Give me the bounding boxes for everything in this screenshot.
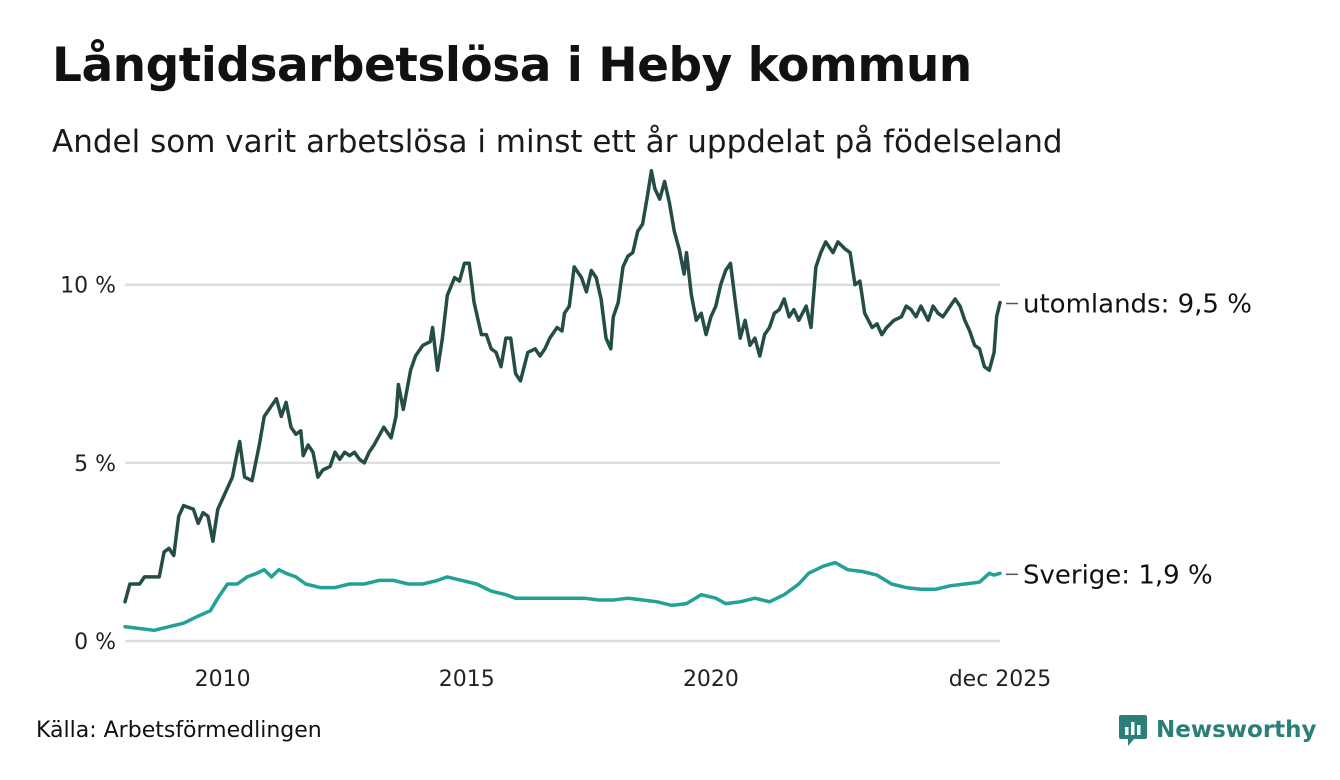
series-end-labels: utomlands: 9,5 % Sverige: 1,9 % xyxy=(1006,290,1252,590)
series-end-label: utomlands: 9,5 % xyxy=(1023,290,1252,320)
line-chart: 0 % 5 % 10 % 2010 2015 2020 dec 2025 utomland… xyxy=(60,168,1252,692)
y-axis-ticks: 0 % 5 % 10 % xyxy=(60,274,116,655)
series-line-utomlands xyxy=(123,168,1002,604)
x-tick-label: 2015 xyxy=(439,667,495,692)
x-tick-label: 2010 xyxy=(195,667,251,692)
x-tick-label: 2020 xyxy=(683,667,739,692)
y-tick-label: 10 % xyxy=(60,274,116,299)
y-tick-label: 0 % xyxy=(74,630,116,655)
x-tick-label: dec 2025 xyxy=(949,667,1052,692)
brand-name: Newsworthy xyxy=(1156,717,1317,743)
y-tick-label: 5 % xyxy=(74,452,116,477)
chart-title: Långtidsarbetslösa i Heby kommun xyxy=(52,38,972,93)
series-line-sverige xyxy=(123,560,1002,633)
source-note: Källa: Arbetsförmedlingen xyxy=(36,718,322,743)
series-lines xyxy=(123,168,1002,633)
newsworthy-icon xyxy=(1119,715,1147,746)
series-end-label: Sverige: 1,9 % xyxy=(1023,560,1213,590)
newsworthy-logo[interactable]: Newsworthy xyxy=(1118,713,1317,747)
chart-subtitle: Andel som varit arbetslösa i minst ett å… xyxy=(52,124,1063,160)
x-axis-ticks: 2010 2015 2020 dec 2025 xyxy=(195,667,1052,692)
